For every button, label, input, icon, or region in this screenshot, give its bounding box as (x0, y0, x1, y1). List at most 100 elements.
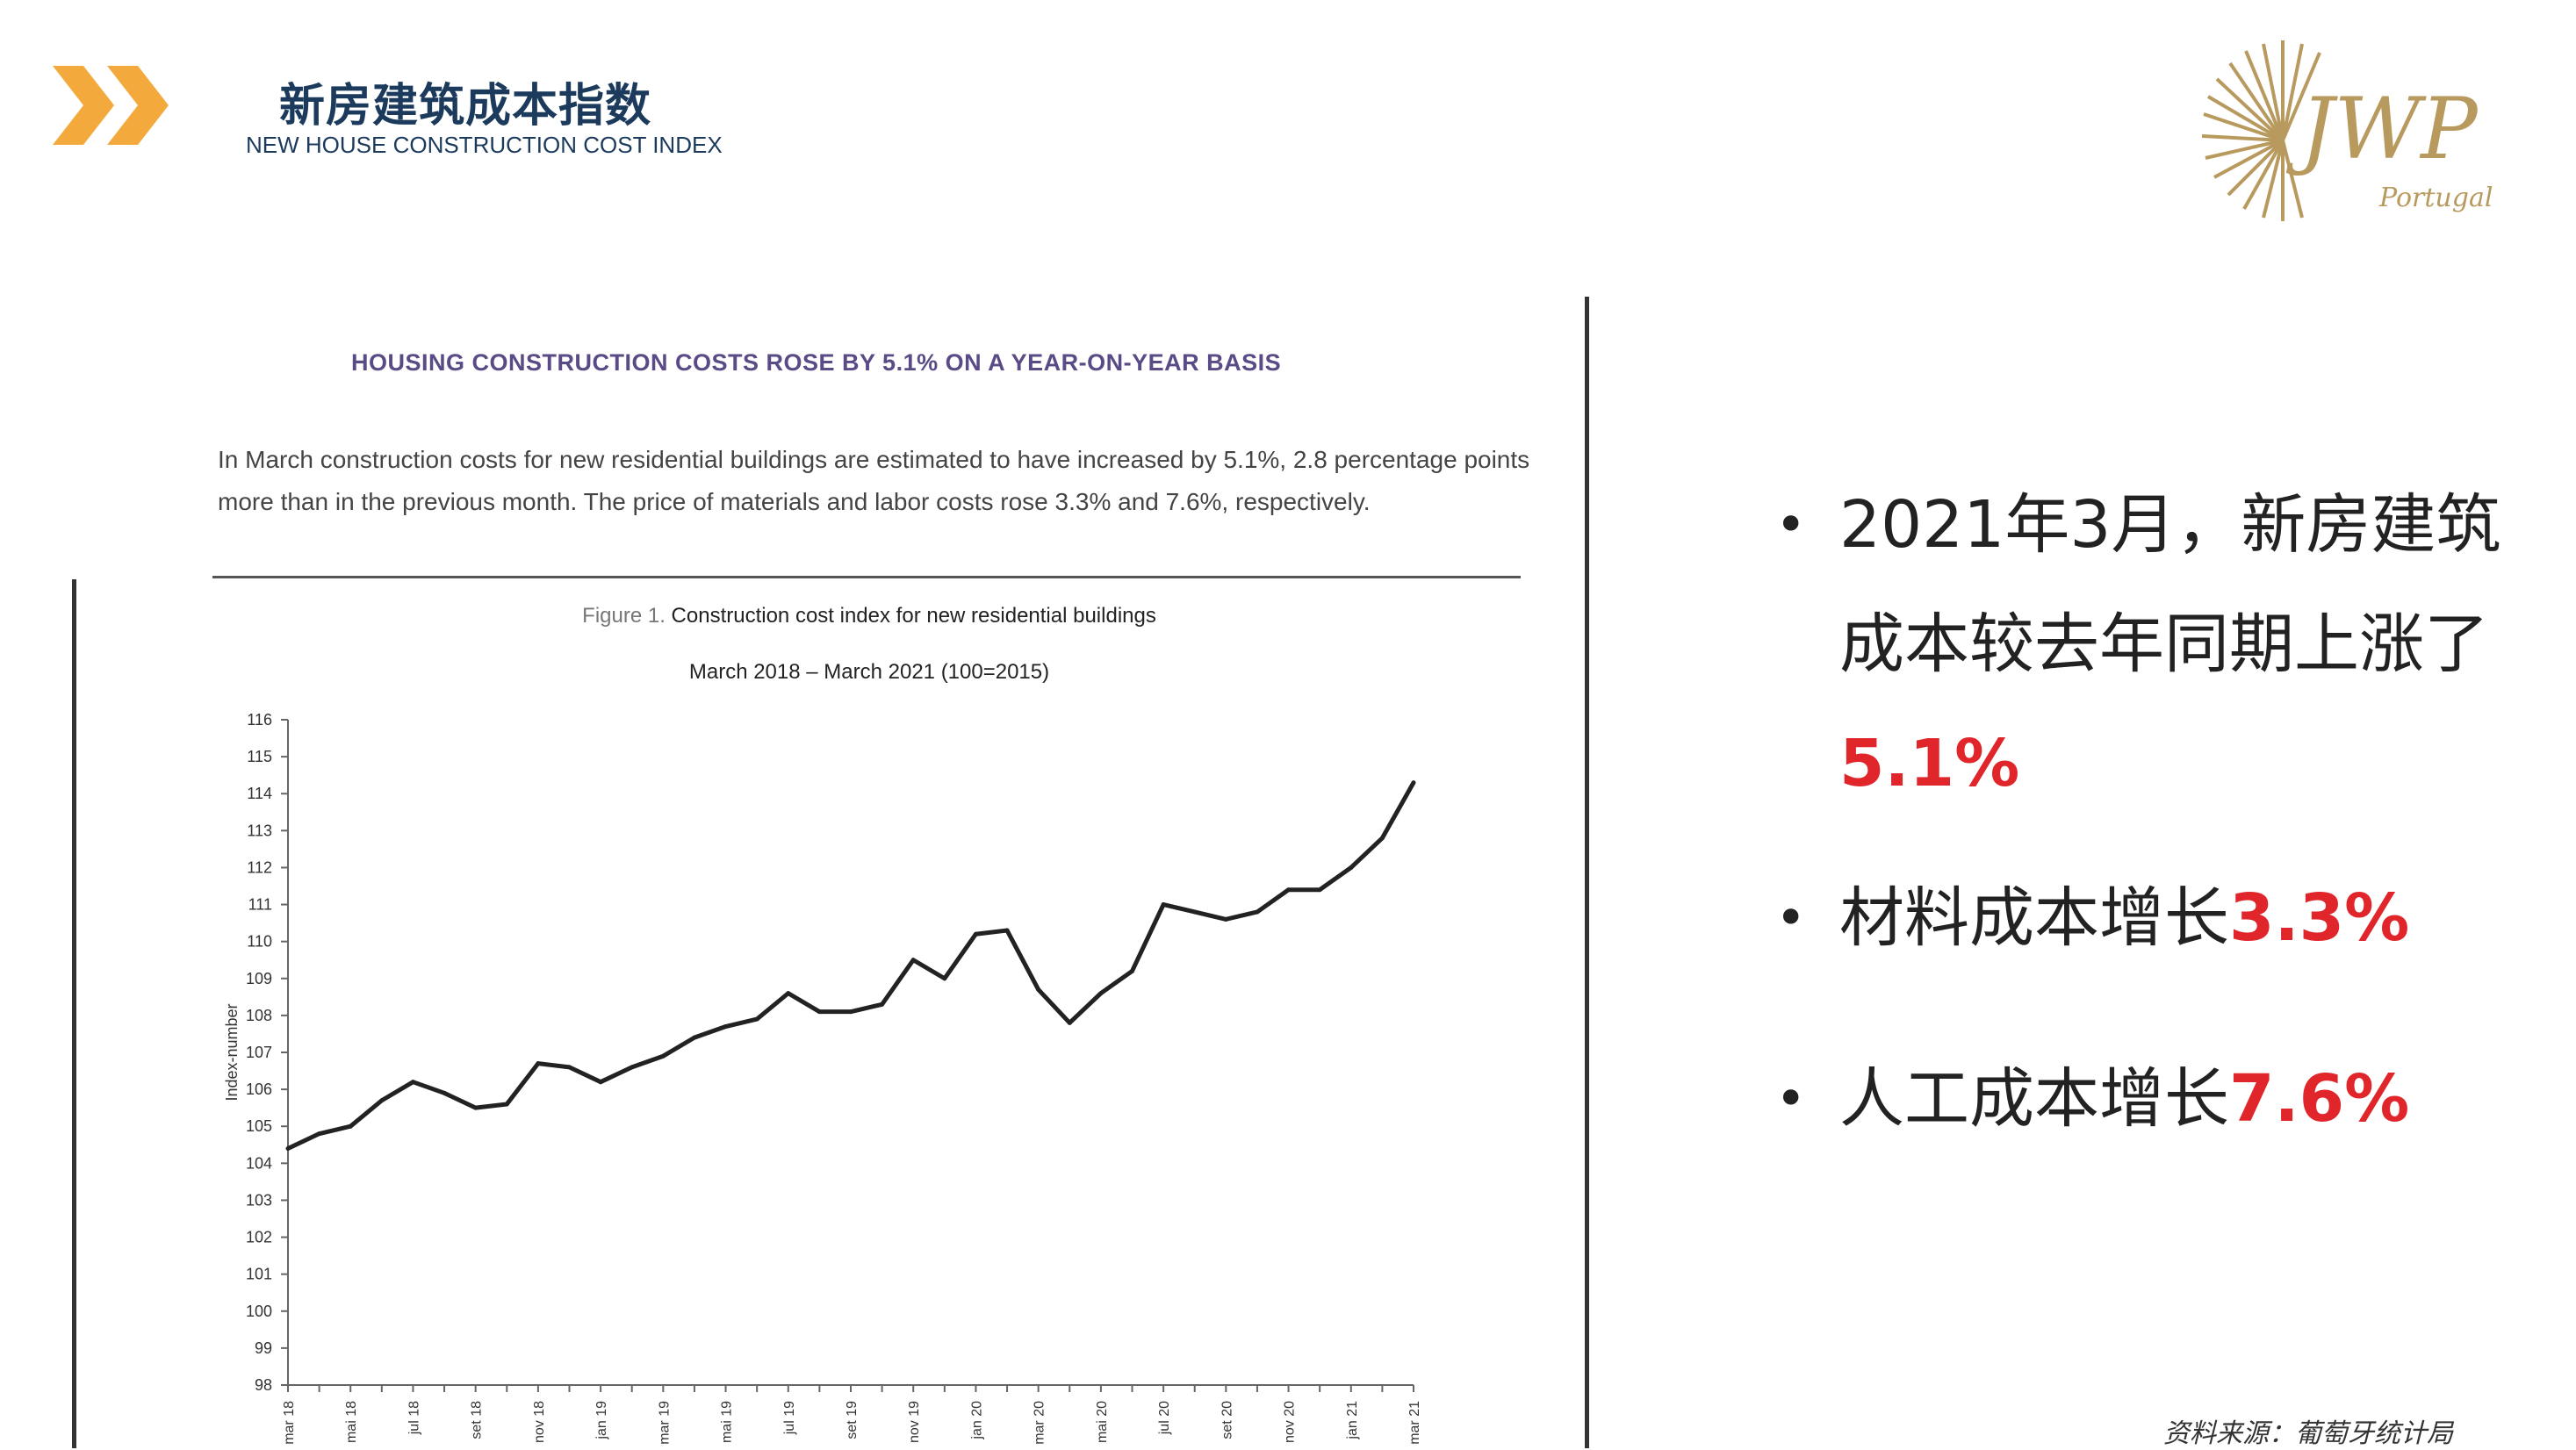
bullet-value: 5.1% (1839, 726, 2020, 801)
y-tick-label: 113 (247, 822, 272, 839)
data-point (348, 1123, 353, 1129)
bullet-item: • 人工成本增长7.6% (1765, 1039, 2537, 1159)
data-point (1379, 836, 1385, 841)
x-tick-label: set 18 (470, 1401, 485, 1439)
x-tick-label: jan 21 (1345, 1401, 1360, 1440)
y-tick-label: 104 (246, 1154, 272, 1172)
data-point (848, 1009, 853, 1015)
x-tick-label: nov 20 (1283, 1401, 1298, 1443)
x-tick-label: jul 18 (407, 1401, 421, 1435)
data-point (1286, 887, 1292, 893)
data-point (598, 1080, 603, 1085)
page-title: 新房建筑成本指数 (279, 80, 652, 133)
x-tick-label: nov 19 (907, 1401, 922, 1443)
y-tick-label: 101 (246, 1266, 272, 1283)
data-point (285, 1145, 291, 1151)
x-tick-label: mar 19 (657, 1401, 672, 1445)
divider-left (72, 579, 76, 1448)
x-tick-label: mar 20 (1033, 1401, 1047, 1445)
bullet-text: 材料成本增长 (1839, 880, 2229, 956)
y-tick-label: 103 (246, 1191, 272, 1209)
y-tick-label: 108 (246, 1007, 272, 1024)
y-axis-label: Index-number (223, 1003, 241, 1101)
x-tick-label: jul 20 (1157, 1401, 1172, 1435)
x-tick-label: mai 18 (344, 1401, 359, 1443)
x-tick-label: nov 18 (532, 1401, 547, 1443)
data-point (567, 1065, 572, 1070)
page-subtitle: NEW HOUSE CONSTRUCTION COST INDEX (246, 132, 723, 158)
bullet-dot-icon: • (1775, 1068, 1807, 1130)
x-tick-label: jul 19 (782, 1401, 797, 1435)
data-point (442, 1090, 447, 1095)
data-point (379, 1098, 385, 1103)
bullet-text: 2021年3月，新房建筑成本较去年同期上涨了 (1839, 487, 2501, 682)
sunburst-icon (2201, 40, 2321, 221)
data-point (410, 1080, 415, 1085)
figure-title-text: Construction cost index for new resident… (671, 604, 1156, 628)
y-tick-label: 109 (246, 970, 272, 987)
y-tick-label: 98 (255, 1376, 272, 1394)
x-tick-label: mai 20 (1095, 1401, 1110, 1443)
y-tick-label: 102 (246, 1229, 272, 1246)
series-line (286, 781, 1416, 1151)
data-point (630, 1065, 635, 1070)
y-tick-label: 114 (247, 785, 272, 802)
data-point (942, 976, 947, 981)
article-heading: HOUSING CONSTRUCTION COSTS ROSE BY 5.1% … (351, 349, 1282, 376)
line-chart: 98 99 100 101 102 103 104 105 106 107 108 109 110 111… (223, 711, 1422, 1445)
divider-right (1585, 297, 1589, 1448)
y-tick-label: 112 (247, 858, 272, 876)
y-tick-label: 107 (246, 1044, 272, 1061)
article-body: In March construction costs for new resi… (218, 446, 1530, 515)
figure-subtitle: March 2018 – March 2021 (100=2015) (688, 660, 1050, 684)
jwp-logo: JWP Portugal (2201, 40, 2493, 221)
x-tick-label: jan 20 (969, 1401, 984, 1440)
data-point (1161, 902, 1166, 908)
chevron-arrows-icon (53, 66, 169, 145)
data-point (1067, 1020, 1072, 1025)
data-point (817, 1009, 822, 1015)
bullet-item: • 材料成本增长3.3% (1765, 858, 2537, 978)
svg-text:Portugal: Portugal (2378, 183, 2493, 213)
svg-text:JWP: JWP (2285, 80, 2479, 178)
data-point (1098, 991, 1104, 996)
data-point (317, 1131, 322, 1137)
data-point (880, 1001, 885, 1007)
x-tick-label: jan 19 (594, 1401, 609, 1440)
y-tick-label: 111 (248, 896, 272, 914)
bullet-dot-icon: • (1775, 494, 1807, 556)
data-point (660, 1053, 666, 1059)
x-tick-label: mar 21 (1407, 1401, 1422, 1445)
data-point (1036, 987, 1041, 992)
data-point (973, 931, 978, 937)
data-point (1004, 928, 1010, 933)
data-point (1130, 968, 1134, 973)
y-tick-label: 99 (255, 1339, 272, 1357)
data-point (692, 1035, 697, 1040)
data-point (723, 1024, 729, 1030)
x-tick-label: mai 19 (720, 1401, 735, 1443)
x-tick-label: set 19 (845, 1401, 860, 1439)
data-point (786, 991, 791, 996)
data-point (1223, 916, 1228, 922)
y-tick-label: 115 (247, 748, 272, 765)
bullet-value: 3.3% (2229, 880, 2410, 956)
figure-title: Figure 1. Construction cost index for ne… (211, 604, 1528, 628)
data-point (504, 1102, 509, 1107)
figure-prefix: Figure 1. (582, 604, 666, 628)
data-point (1411, 780, 1416, 786)
bullet-value: 7.6% (2229, 1061, 2410, 1137)
data-point (1255, 909, 1260, 915)
data-point (1349, 865, 1354, 870)
data-point (910, 958, 916, 963)
source-note: 资料来源：葡萄牙统计局 (2163, 1418, 2453, 1449)
data-point (536, 1061, 541, 1066)
y-tick-label: 110 (247, 933, 272, 951)
bullet-list: • 2021年3月，新房建筑成本较去年同期上涨了 5.1% • 材料成本增长3.… (1765, 465, 2537, 1159)
y-tick-label: 105 (246, 1117, 272, 1135)
y-tick-label: 106 (246, 1080, 272, 1098)
data-point (1192, 909, 1198, 915)
horizontal-rule (212, 576, 1521, 578)
bullet-text: 人工成本增长 (1839, 1061, 2229, 1137)
data-point (1317, 887, 1322, 893)
